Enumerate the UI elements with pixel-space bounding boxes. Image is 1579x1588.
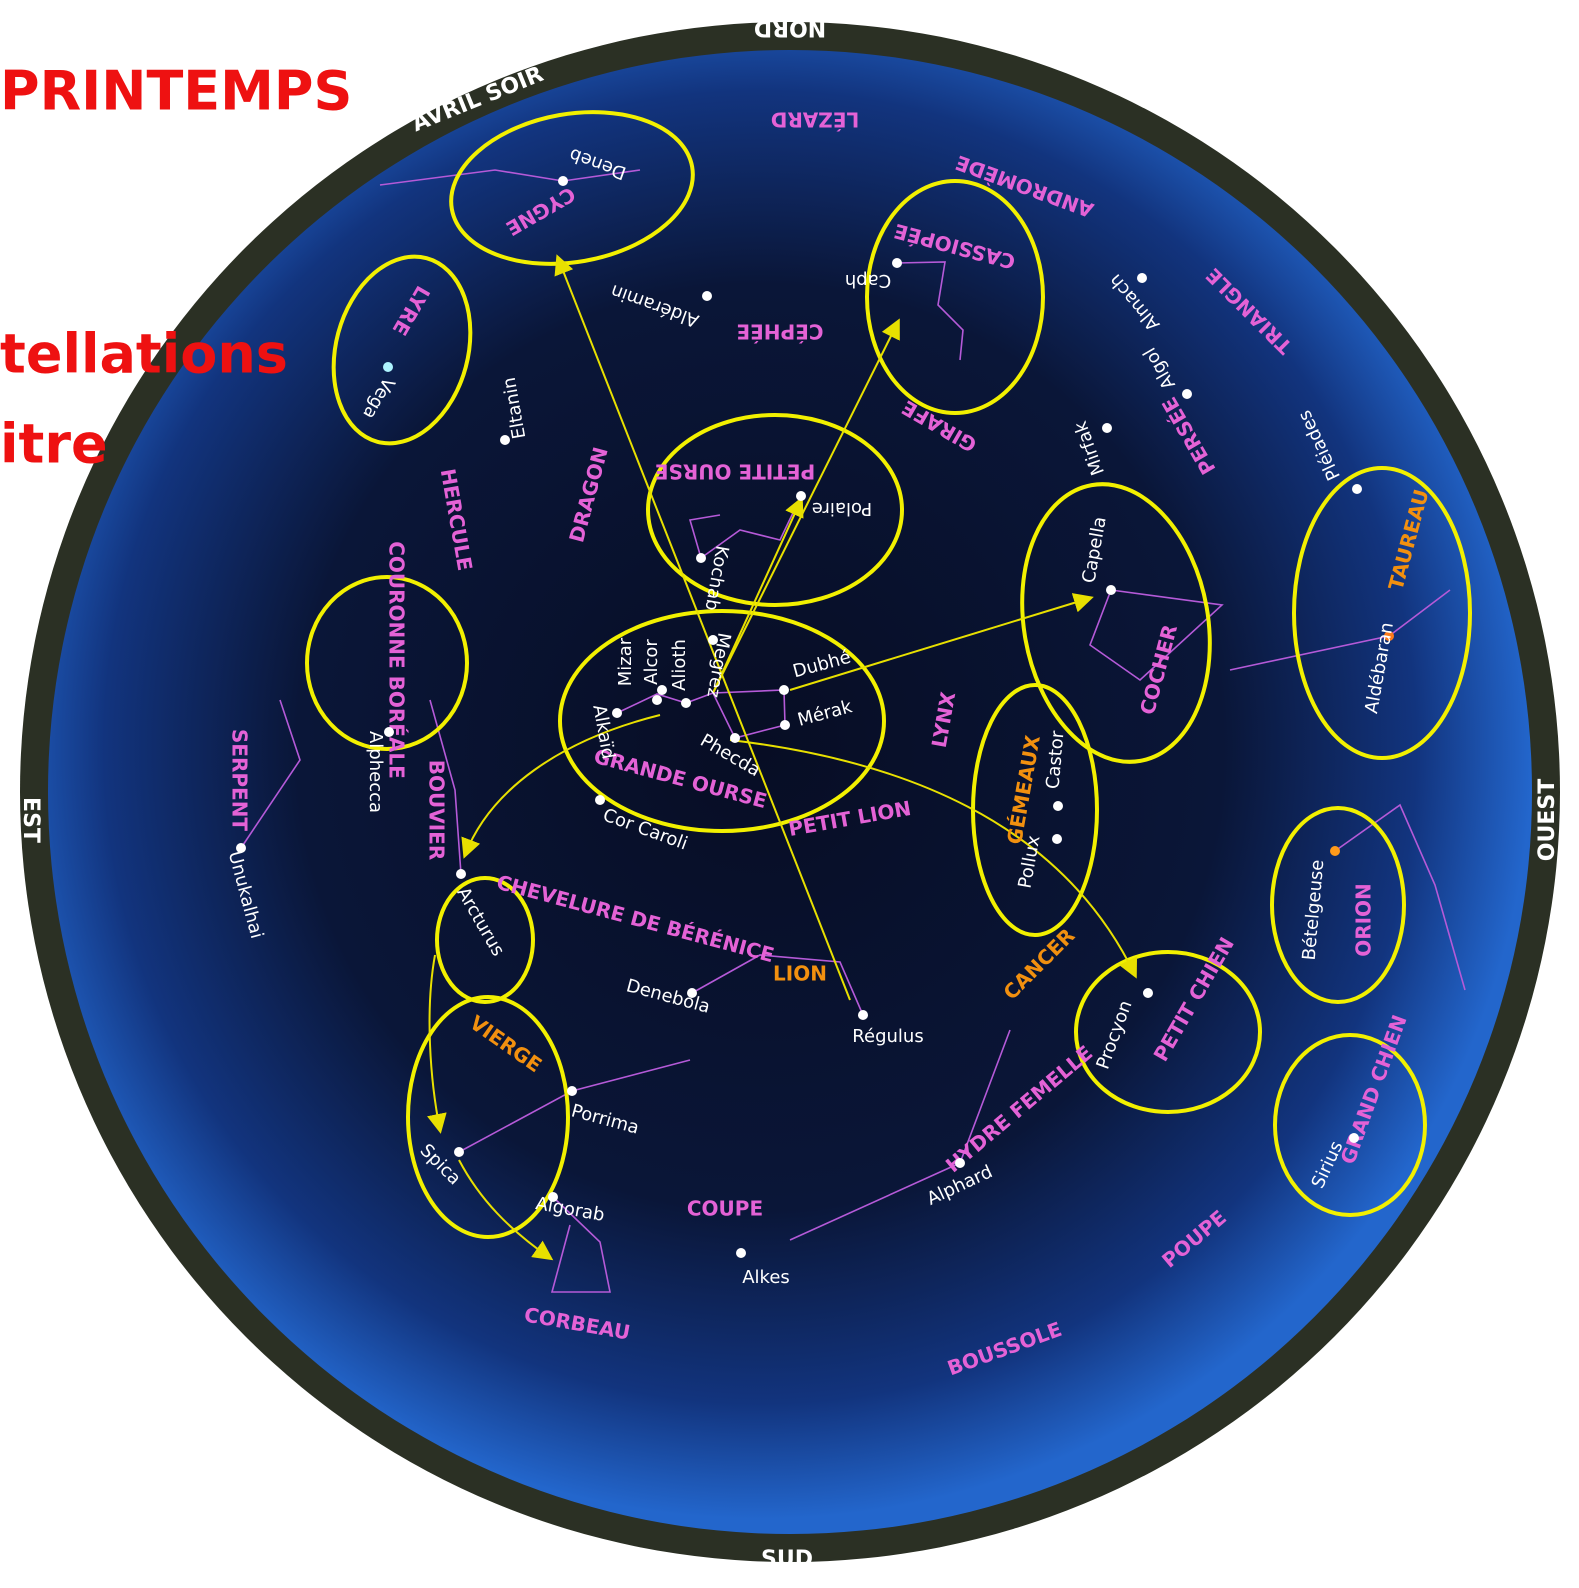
constellation-name: LÉZARD [771, 108, 859, 132]
star-dot [1330, 846, 1340, 856]
star-dot [779, 685, 789, 695]
star-dot [384, 727, 394, 737]
constellation-name: CÉPHÉE [736, 320, 823, 344]
star-name: Alioth [669, 639, 690, 691]
star-name: Polaire [812, 498, 872, 519]
compass-north: NORD [754, 15, 826, 40]
constellation-name: BOUVIER [425, 760, 449, 860]
star-dot [892, 258, 902, 268]
star-dot [1102, 423, 1112, 433]
star-dot [500, 435, 510, 445]
guide-arrows [427, 254, 1138, 1261]
star-dot [1352, 484, 1362, 494]
sky-disc [48, 50, 1532, 1534]
star-dot [1384, 631, 1394, 641]
star-dot [657, 685, 667, 695]
star-dot [1106, 585, 1116, 595]
star-dot [456, 869, 466, 879]
star-dot [1137, 273, 1147, 283]
star-dot [702, 291, 712, 301]
star-dot [796, 491, 806, 501]
star-name: Caph [845, 270, 891, 291]
constellation-name: PETITE OURSE [655, 460, 815, 484]
star-dot [858, 1010, 868, 1020]
constellation-name: SERPENT [228, 729, 252, 832]
star-dot [383, 362, 393, 372]
star-name: Alphecca [365, 731, 386, 813]
star-dot [454, 1147, 464, 1157]
star-dot [652, 695, 662, 705]
star-dot [595, 795, 605, 805]
star-dot [1143, 988, 1153, 998]
constellation-name: COUPE [687, 1197, 763, 1221]
star-dot [681, 698, 691, 708]
zodiac-name: LION [773, 962, 827, 986]
star-dot [612, 708, 622, 718]
star-dot [548, 1192, 558, 1202]
star-dot [696, 553, 706, 563]
compass-south: SUD [761, 1547, 813, 1572]
page-title: PRINTEMPS [0, 60, 352, 123]
star-name: Alkes [742, 1267, 790, 1288]
star-dot [708, 635, 718, 645]
star-dot [1349, 1133, 1359, 1143]
star-dot [1052, 834, 1062, 844]
compass-east: EST [18, 797, 43, 843]
star-dot [1182, 389, 1192, 399]
star-name: Régulus [852, 1026, 923, 1047]
highlight-ellipses [305, 110, 1472, 1239]
star-dot [558, 176, 568, 186]
title-fragment: itre [0, 413, 108, 476]
star-name: Mizar [615, 637, 636, 686]
star-dot [687, 988, 697, 998]
star-dot [736, 1248, 746, 1258]
star-name: Castor [1042, 729, 1068, 790]
star-dot [1053, 801, 1063, 811]
star-dot [567, 1086, 577, 1096]
star-dot [236, 843, 246, 853]
star-dot [780, 720, 790, 730]
compass-west: OUEST [1535, 779, 1560, 861]
star-dot [730, 733, 740, 743]
constellation-name: ORION [1352, 883, 1376, 957]
star-name: Alcor [641, 639, 662, 685]
constellation-name: COURONNE BORÉALE [385, 541, 409, 779]
title-fragment: tellations [0, 323, 288, 386]
star-dot [955, 1158, 965, 1168]
